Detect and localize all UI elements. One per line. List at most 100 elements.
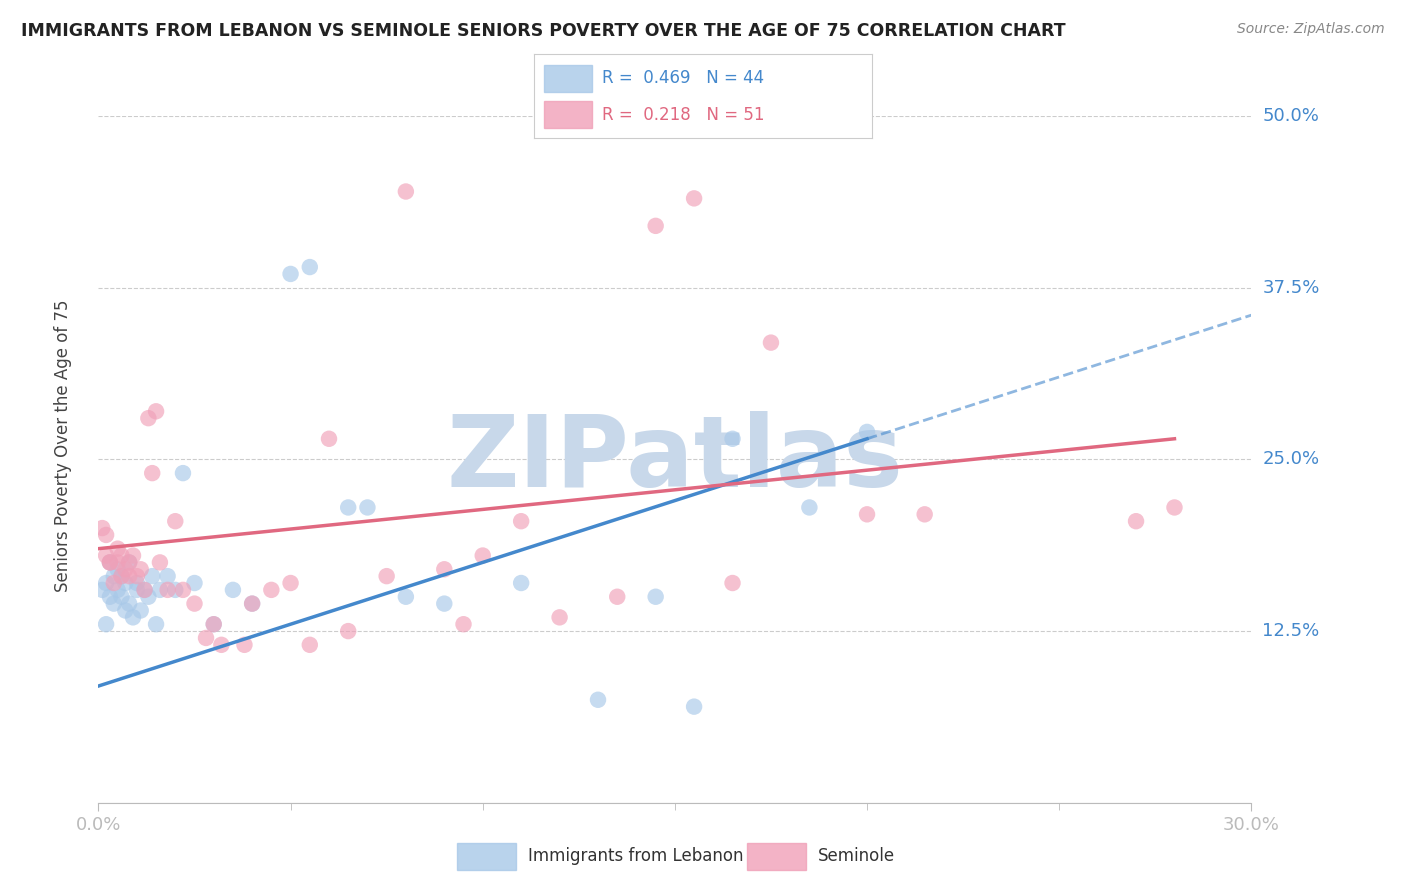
Point [318,432,340,446]
Text: 50.0%: 50.0% [1263,107,1319,125]
Point [1163,500,1185,515]
Point [453,617,475,632]
Point [156,569,179,583]
Point [98,555,121,570]
Point [298,260,321,274]
Point [141,569,163,583]
Point [125,582,148,597]
Point [260,582,283,597]
Point [172,466,194,480]
Point [107,562,129,576]
Text: 12.5%: 12.5% [1263,622,1320,640]
Point [510,514,533,528]
Point [172,582,194,597]
Point [914,508,936,522]
Bar [457,843,516,870]
Point [586,692,609,706]
Point [183,576,205,591]
Point [606,590,628,604]
Point [110,569,132,583]
Point [759,335,782,350]
Bar [544,101,592,128]
Point [94,617,117,632]
Point [145,617,167,632]
Point [141,466,163,480]
Point [156,582,179,597]
Point [138,590,160,604]
Point [683,191,706,205]
Point [721,432,744,446]
Point [222,582,245,597]
Point [856,425,879,439]
Point [107,582,129,597]
Point [122,549,145,563]
Point [110,549,132,563]
Text: Source: ZipAtlas.com: Source: ZipAtlas.com [1237,22,1385,37]
Text: Seniors Poverty Over the Age of 75: Seniors Poverty Over the Age of 75 [55,300,72,592]
Point [799,500,821,515]
Point [118,555,141,570]
Text: Seminole: Seminole [817,847,894,865]
Point [138,411,160,425]
Text: IMMIGRANTS FROM LEBANON VS SEMINOLE SENIORS POVERTY OVER THE AGE OF 75 CORRELATI: IMMIGRANTS FROM LEBANON VS SEMINOLE SENI… [21,22,1066,40]
Point [103,576,125,591]
Point [98,590,121,604]
Text: 25.0%: 25.0% [1263,450,1320,468]
Point [548,610,571,624]
Point [134,582,156,597]
Point [134,582,156,597]
Point [165,514,187,528]
Text: Immigrants from Lebanon: Immigrants from Lebanon [529,847,744,865]
Point [644,219,666,233]
Point [107,541,129,556]
Point [114,603,136,617]
Point [98,555,121,570]
Text: R =  0.218   N = 51: R = 0.218 N = 51 [602,105,765,123]
Point [375,569,398,583]
Point [98,555,121,570]
Point [721,576,744,591]
Point [240,597,263,611]
Point [240,597,263,611]
Point [129,603,152,617]
Point [149,555,172,570]
Point [114,562,136,576]
Point [233,638,256,652]
Point [280,576,302,591]
Point [644,590,666,604]
Point [94,576,117,591]
Point [683,699,706,714]
Point [471,549,494,563]
Point [433,562,456,576]
Point [91,582,114,597]
Point [118,555,141,570]
Text: 37.5%: 37.5% [1263,278,1320,297]
Point [110,590,132,604]
Point [337,500,360,515]
Text: ZIPatlas: ZIPatlas [447,411,903,508]
Point [125,576,148,591]
Point [103,597,125,611]
Bar [747,843,806,870]
Point [110,569,132,583]
Point [356,500,378,515]
Point [856,508,879,522]
Point [202,617,225,632]
Point [94,549,117,563]
Point [118,597,141,611]
Point [107,555,129,570]
Point [165,582,187,597]
Point [298,638,321,652]
Point [395,185,418,199]
Point [1125,514,1147,528]
Point [280,267,302,281]
Point [91,521,114,535]
Point [337,624,360,639]
Text: R =  0.469   N = 44: R = 0.469 N = 44 [602,69,763,87]
Point [145,404,167,418]
Point [122,610,145,624]
Point [202,617,225,632]
Point [395,590,418,604]
Point [94,528,117,542]
Point [114,576,136,591]
